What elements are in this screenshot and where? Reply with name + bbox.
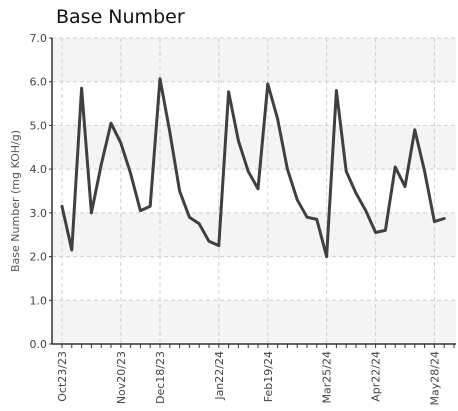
- data-point: [60, 205, 64, 208]
- background-band: [52, 169, 456, 213]
- data-point: [335, 89, 338, 92]
- data-point: [198, 222, 201, 225]
- chart-title: Base Number: [56, 6, 185, 28]
- data-point: [70, 248, 74, 252]
- x-tick-label: Apr22/24: [370, 351, 383, 402]
- background-band: [52, 256, 456, 301]
- x-tick-label: Feb19/24: [262, 351, 275, 402]
- data-point: [168, 130, 171, 134]
- data-point: [384, 229, 387, 232]
- data-point: [237, 139, 240, 142]
- series-line: [60, 77, 446, 259]
- data-point: [394, 165, 397, 169]
- y-axis-title: Base Number (mg KOH/g): [9, 130, 22, 272]
- data-point: [403, 185, 407, 188]
- data-point: [345, 170, 348, 173]
- y-tick-label: 4.0: [30, 163, 48, 176]
- y-tick-label: 6.0: [30, 76, 48, 89]
- data-point: [315, 218, 318, 221]
- data-point: [296, 198, 299, 201]
- data-point: [207, 240, 211, 243]
- data-point: [80, 87, 83, 90]
- background-band: [52, 38, 456, 82]
- x-tick-label: Mar25/24: [321, 351, 334, 403]
- y-tick-label: 2.0: [30, 251, 48, 264]
- background-band: [52, 212, 456, 257]
- data-point: [119, 141, 123, 145]
- y-tick-label: 3.0: [30, 207, 48, 220]
- data-point: [90, 211, 93, 215]
- data-point: [364, 209, 367, 212]
- y-tick-labels: 0.0 1.0 2.0 3.0 4.0 5.0 6.0 7.0: [30, 32, 48, 351]
- axes: [49, 37, 456, 348]
- data-point: [227, 90, 230, 93]
- data-point: [149, 205, 152, 208]
- data-point: [354, 191, 358, 195]
- y-tick-label: 7.0: [30, 32, 48, 45]
- data-point: [423, 170, 426, 173]
- x-tick-label: May28/24: [428, 351, 441, 405]
- data-point: [305, 216, 309, 219]
- y-tick-label: 0.0: [30, 338, 48, 351]
- data-point: [109, 122, 113, 125]
- x-tick-label: Dec18/23: [154, 351, 167, 404]
- data-point: [256, 187, 260, 191]
- background-band: [52, 125, 456, 170]
- data-point: [100, 163, 103, 166]
- data-point: [247, 170, 250, 173]
- data-point: [286, 167, 289, 171]
- data-point: [276, 117, 279, 121]
- x-tick-label: Nov20/23: [115, 351, 128, 404]
- x-tick-label: Oct23/23: [56, 351, 69, 402]
- data-point: [139, 209, 142, 212]
- data-point: [433, 220, 436, 223]
- data-point: [325, 255, 328, 258]
- y-tick-label: 5.0: [30, 119, 48, 132]
- data-point: [178, 189, 181, 193]
- x-tick-label: Jan22/24: [213, 351, 226, 401]
- y-tick-label: 1.0: [30, 294, 48, 307]
- data-point: [413, 128, 416, 131]
- data-point: [266, 82, 269, 86]
- data-point: [443, 217, 446, 220]
- data-point: [188, 216, 191, 219]
- data-series: [60, 77, 446, 259]
- data-point: [158, 77, 162, 80]
- data-point: [374, 231, 377, 234]
- x-tick-labels: Oct23/23 Nov20/23 Dec18/23 Jan22/24 Feb19/24…: [56, 351, 441, 405]
- background-bands: [52, 38, 456, 344]
- background-band: [52, 81, 456, 126]
- background-band: [52, 300, 456, 344]
- data-point: [129, 172, 132, 175]
- data-point: [217, 244, 220, 247]
